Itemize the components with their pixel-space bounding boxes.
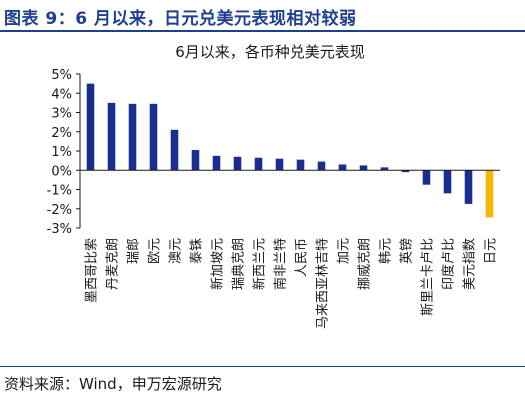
bar-0: [86, 83, 95, 171]
bar-6: [212, 155, 221, 171]
chart-title: 6月以来，各币种兑美元表现: [175, 43, 365, 61]
x-tick-label: 墨西哥比索: [85, 238, 100, 303]
source-note: 资料来源：Wind，申万宏源研究: [4, 375, 222, 393]
bar-3: [149, 103, 158, 171]
bar-9: [275, 158, 284, 171]
x-tick-label: 丹麦克朗: [106, 238, 121, 290]
bar-14: [380, 167, 389, 171]
y-tick-label: 0%: [51, 164, 72, 179]
y-tick-label: -3%: [47, 222, 72, 237]
bar-10: [296, 159, 305, 171]
bar-4: [170, 129, 179, 171]
bar-13: [359, 165, 368, 171]
x-tick-label: 人民币: [295, 238, 310, 277]
x-tick-label: 新西兰元: [252, 238, 268, 290]
x-tick-label: 泰铢: [189, 238, 205, 264]
x-tick-label: 印度卢比: [441, 238, 457, 290]
y-tick-label: 2%: [51, 126, 72, 141]
bar-12: [338, 164, 347, 171]
bar-19: [485, 170, 494, 218]
y-tick-label: 3%: [51, 107, 72, 122]
y-tick-label: 5%: [51, 68, 72, 83]
x-tick-label: 澳元: [168, 238, 184, 264]
figure-heading: 图表 9：6 月以来，日元兑美元表现相对较弱: [4, 9, 357, 29]
bar-16: [422, 170, 431, 185]
heading-divider: [0, 30, 525, 32]
bar-7: [233, 156, 242, 171]
x-tick-label: 欧元: [148, 238, 163, 264]
bar-15: [401, 170, 410, 173]
bar-8: [254, 157, 263, 171]
y-tick-label: -1%: [47, 184, 72, 199]
x-tick-label: 韩元: [379, 238, 394, 264]
x-tick-label: 美元指数: [463, 238, 478, 290]
x-tick-label: 马来西亚林吉特: [316, 238, 331, 329]
bar-5: [191, 150, 200, 171]
x-tick-label: 加元: [337, 238, 352, 264]
x-tick-label: 斯里兰卡卢比: [420, 238, 436, 316]
x-tick-label: 新加坡元: [210, 238, 226, 290]
bar-2: [128, 103, 137, 171]
x-tick-label: 日元: [484, 238, 499, 264]
x-tick-label: 挪威克朗: [358, 238, 373, 290]
footer-divider: [0, 366, 525, 367]
x-tick-label: 瑞郎: [127, 238, 142, 264]
x-tick-label: 瑞典克朗: [232, 238, 247, 290]
bar-18: [464, 170, 473, 204]
bar-17: [443, 170, 452, 194]
x-tick-label: 英镑: [399, 238, 415, 264]
bar-1: [107, 102, 116, 171]
y-tick-label: -2%: [47, 203, 72, 218]
y-tick-label: 4%: [51, 87, 72, 102]
bar-11: [317, 161, 326, 171]
y-tick-label: 1%: [51, 145, 72, 160]
x-tick-label: 南非兰特: [273, 238, 289, 290]
bar-chart: 6月以来，各币种兑美元表现 -3% -2% -1% 0% 1% 2% 3% 4% 5% 墨西哥比…: [47, 43, 500, 329]
